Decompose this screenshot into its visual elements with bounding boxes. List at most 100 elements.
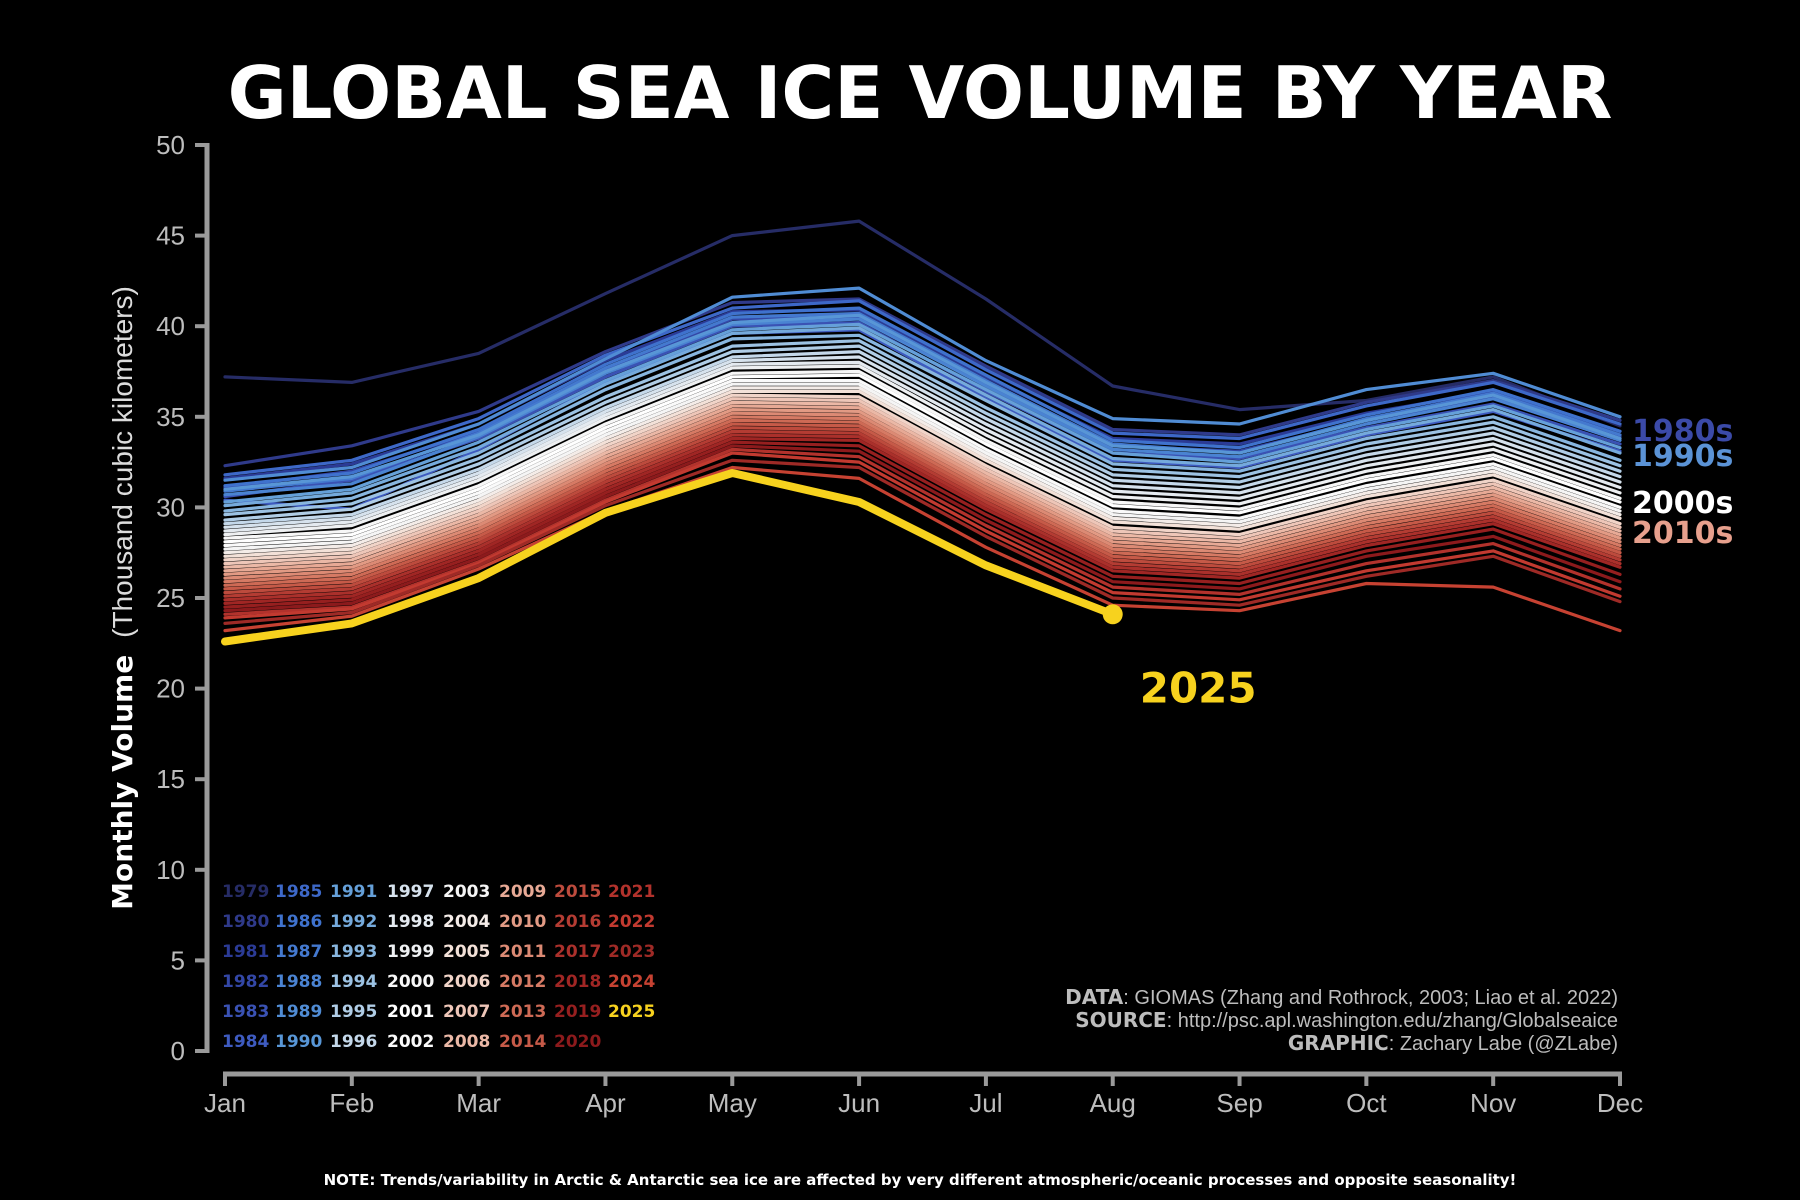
series-line-2023 [223,458,1622,626]
y-tick-label: 20 [156,674,185,704]
chart-title: GLOBAL SEA ICE VOLUME BY YEAR [228,51,1613,135]
legend-year-1994: 1994 [330,972,377,992]
legend-year-2017: 2017 [554,942,601,962]
x-tick-label: Mar [456,1088,501,1118]
series-line-2018 [223,436,1622,606]
y-axis-label-bold: Monthly Volume [106,655,139,910]
y-tick-label: 30 [156,492,185,522]
highlight-series: 2025 [221,469,1257,712]
series-line-2022 [223,451,1622,620]
series-line-2000 [223,369,1622,540]
series-line-2015 [223,426,1622,595]
series-line-1990 [223,313,1622,491]
legend-year-1986: 1986 [275,912,322,932]
legend-year-2025: 2025 [608,1002,655,1022]
year-legend: 1979 1980 1981 1982 1983 1984 1985 1986 1987 1988… [222,882,655,1052]
series-line-2020 [223,444,1622,613]
legend-year-1979: 1979 [222,882,269,902]
series-line-2013 [223,418,1622,587]
series-line-1996 [223,350,1622,526]
legend-year-1988: 1988 [275,972,322,992]
series-line-2009 [223,404,1622,573]
y-tick-label: 15 [156,764,185,794]
legend-year-1980: 1980 [222,912,269,932]
series-line-1985 [223,299,1622,477]
series-line-1997 [223,355,1622,529]
series-line-2021 [223,447,1622,616]
decade-label-1990s: 1990s [1632,439,1733,474]
y-tick-label: 40 [156,311,185,341]
y-tick-label: 35 [156,402,185,432]
legend-year-1983: 1983 [222,1002,269,1022]
series-line-1995 [223,344,1622,522]
legend-year-2014: 2014 [499,1032,546,1052]
series-line-2014 [223,422,1622,591]
legend-year-2022: 2022 [608,912,655,932]
legend-year-2013: 2013 [499,1002,546,1022]
legend-year-2024: 2024 [608,972,655,992]
series-line-2008 [223,400,1622,569]
legend-year-2006: 2006 [443,972,490,992]
legend-year-1999: 1999 [387,942,434,962]
legend-year-2020: 2020 [554,1032,601,1052]
credit-graphic-text: : Zachary Labe (@ZLabe) [1389,1033,1618,1055]
legend-year-1998: 1998 [387,912,434,932]
series-line-1991 [223,322,1622,504]
legend-year-2023: 2023 [608,942,655,962]
legend-year-1985: 1985 [275,882,322,902]
legend-year-1991: 1991 [330,882,377,902]
legend-year-2004: 2004 [443,912,490,932]
series-line-2001 [223,373,1622,544]
series-line-2016 [223,429,1622,598]
legend-year-1989: 1989 [275,1002,322,1022]
legend-year-1981: 1981 [222,942,269,962]
credit-data-label: DATA [1065,985,1124,1009]
y-tick-label: 50 [156,130,185,160]
series-line-1986 [223,306,1622,488]
series-line-1989 [223,286,1622,482]
series-line-2019 [223,440,1622,609]
series-line-2012 [223,415,1622,584]
series-line-2017 [223,433,1622,602]
y-tick-label: 0 [171,1036,185,1066]
highlight-line-2025 [221,469,1117,646]
legend-year-1990: 1990 [275,1032,322,1052]
y-axis-label-unit: (Thousand cubic kilometers) [107,286,138,638]
series-line-1988 [223,317,1622,497]
x-tick-label: Aug [1090,1088,1136,1118]
x-tick-label: Jun [838,1088,880,1118]
series-line-1998 [223,360,1622,533]
legend-year-1984: 1984 [222,1032,269,1052]
legend-year-1996: 1996 [330,1032,377,1052]
legend-year-2001: 2001 [387,1002,434,1022]
legend-year-2021: 2021 [608,882,655,902]
x-tick-label: Apr [585,1088,626,1118]
credit-graphic-label: GRAPHIC [1288,1031,1389,1055]
series-line-2007 [223,397,1622,566]
credit-source-label: SOURCE [1075,1008,1166,1032]
legend-year-2003: 2003 [443,882,490,902]
highlight-year-label: 2025 [1140,663,1257,712]
y-tick-label: 5 [171,945,185,975]
legend-year-1982: 1982 [222,972,269,992]
series-lines [223,219,1622,633]
x-tick-label: Jul [969,1088,1002,1118]
legend-year-2010: 2010 [499,912,546,932]
legend-year-2000: 2000 [387,972,434,992]
series-line-2002 [223,379,1622,548]
series-line-2003 [223,382,1622,551]
highlight-end-point [1102,604,1123,625]
series-line-1979 [223,219,1622,428]
decade-label-1980s: 1980s [1632,414,1733,449]
credit-data: DATA: GIOMAS (Zhang and Rothrock, 2003; … [1065,985,1618,1009]
series-line-2006 [223,393,1622,562]
series-line-2005 [223,389,1622,558]
series-line-1980 [223,297,1622,468]
legend-year-2015: 2015 [554,882,601,902]
decade-label-2000s: 2000s [1632,486,1733,521]
credits: DATA: GIOMAS (Zhang and Rothrock, 2003; … [1065,985,1618,1055]
legend-year-2005: 2005 [443,942,490,962]
x-tick-label: Oct [1346,1088,1387,1118]
